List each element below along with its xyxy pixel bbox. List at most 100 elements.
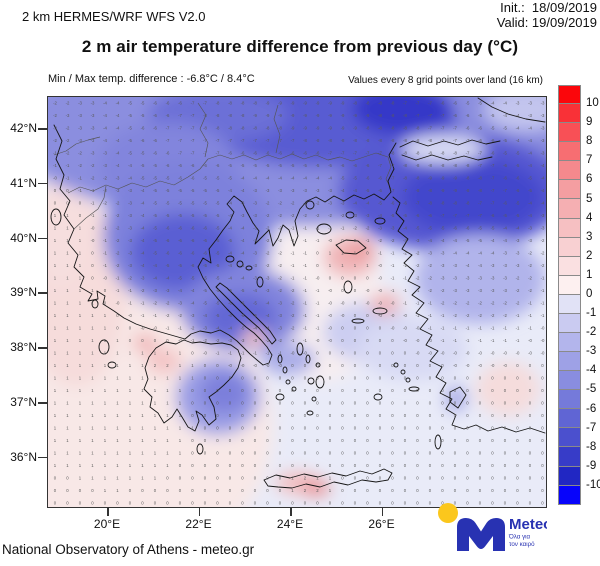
svg-text:-4: -4 [428,238,432,243]
svg-text:1: 1 [116,413,119,418]
svg-text:-7: -7 [478,213,482,218]
svg-text:-1: -1 [378,251,382,256]
svg-text:1: 1 [79,388,82,393]
colorbar-segment [558,447,581,467]
svg-text:0: 0 [516,463,519,468]
svg-text:-8: -8 [391,113,395,118]
svg-text:0: 0 [266,413,269,418]
svg-text:-2: -2 [91,176,95,181]
svg-text:-2: -2 [416,276,420,281]
svg-text:-9: -9 [453,176,457,181]
svg-text:0: 0 [354,288,357,293]
svg-text:-2: -2 [116,201,120,206]
svg-text:-1: -1 [166,326,170,331]
svg-text:-3: -3 [278,313,282,318]
svg-text:1: 1 [54,451,57,456]
svg-text:0: 0 [441,476,444,481]
svg-text:-8: -8 [241,101,245,106]
svg-text:-4: -4 [303,176,307,181]
svg-text:-4: -4 [491,251,495,256]
svg-text:0: 0 [391,501,394,506]
svg-text:-0: -0 [53,176,57,181]
svg-text:0: 0 [291,401,294,406]
svg-text:-8: -8 [353,138,357,143]
svg-text:0: 0 [279,388,282,393]
svg-text:-1: -1 [291,226,295,231]
svg-text:-5: -5 [216,301,220,306]
colorbar-tick-label: 9 [586,116,593,129]
svg-text:-0: -0 [528,351,532,356]
svg-text:-8: -8 [366,126,370,131]
svg-text:1: 1 [54,401,57,406]
svg-text:-6: -6 [491,151,495,156]
svg-text:-4: -4 [228,226,232,231]
svg-text:-1: -1 [66,176,70,181]
svg-text:-5: -5 [141,113,145,118]
svg-text:-1: -1 [316,326,320,331]
svg-text:0: 0 [366,413,369,418]
svg-text:1: 1 [129,463,132,468]
svg-text:-3: -3 [491,263,495,268]
svg-text:-0: -0 [116,301,120,306]
svg-text:0: 0 [216,426,219,431]
svg-text:-1: -1 [91,188,95,193]
svg-text:0: 0 [429,401,432,406]
svg-text:-5: -5 [216,313,220,318]
svg-text:-0: -0 [416,326,420,331]
svg-text:0: 0 [104,301,107,306]
svg-text:-3: -3 [266,188,270,193]
svg-text:0: 0 [379,376,382,381]
svg-text:-0: -0 [378,313,382,318]
svg-text:0: 0 [279,438,282,443]
svg-text:-5: -5 [141,151,145,156]
svg-text:0: 0 [279,401,282,406]
svg-text:-7: -7 [403,188,407,193]
svg-text:0: 0 [391,438,394,443]
svg-text:-0: -0 [391,326,395,331]
svg-text:0: 0 [279,413,282,418]
svg-text:-5: -5 [441,226,445,231]
svg-text:-8: -8 [416,126,420,131]
svg-text:0: 0 [404,501,407,506]
svg-text:-7: -7 [166,138,170,143]
svg-text:1: 1 [166,438,169,443]
svg-text:-2: -2 [428,263,432,268]
svg-text:1: 1 [79,288,82,293]
svg-text:-2: -2 [78,151,82,156]
svg-text:-3: -3 [253,201,257,206]
svg-text:-5: -5 [216,226,220,231]
svg-text:-4: -4 [141,188,145,193]
svg-text:-9: -9 [316,101,320,106]
svg-text:0: 0 [541,363,544,368]
svg-text:-5: -5 [416,226,420,231]
svg-text:-8: -8 [416,163,420,168]
svg-text:-5: -5 [141,176,145,181]
svg-text:0: 0 [429,501,432,506]
svg-text:0: 0 [91,488,94,493]
svg-text:-0: -0 [203,351,207,356]
svg-text:1: 1 [54,351,57,356]
svg-text:0: 0 [454,401,457,406]
svg-text:0: 0 [529,476,532,481]
svg-text:0: 0 [341,326,344,331]
svg-text:1: 1 [54,238,57,243]
svg-text:0: 0 [91,501,94,506]
svg-text:1: 1 [129,413,132,418]
svg-text:-0: -0 [378,276,382,281]
lat-tick-label: 41°N [10,175,37,190]
svg-text:-4: -4 [491,238,495,243]
svg-text:-6: -6 [453,113,457,118]
svg-text:-1: -1 [303,326,307,331]
svg-text:-3: -3 [278,301,282,306]
svg-text:-1: -1 [53,151,57,156]
svg-text:-2: -2 [116,213,120,218]
svg-text:-4: -4 [128,176,132,181]
svg-text:-7: -7 [441,213,445,218]
svg-text:-9: -9 [341,113,345,118]
svg-text:-3: -3 [441,251,445,256]
turkey-coastline [392,196,546,434]
svg-text:0: 0 [179,501,182,506]
svg-text:-3: -3 [266,288,270,293]
svg-text:0: 0 [541,376,544,381]
svg-text:-1: -1 [541,276,545,281]
